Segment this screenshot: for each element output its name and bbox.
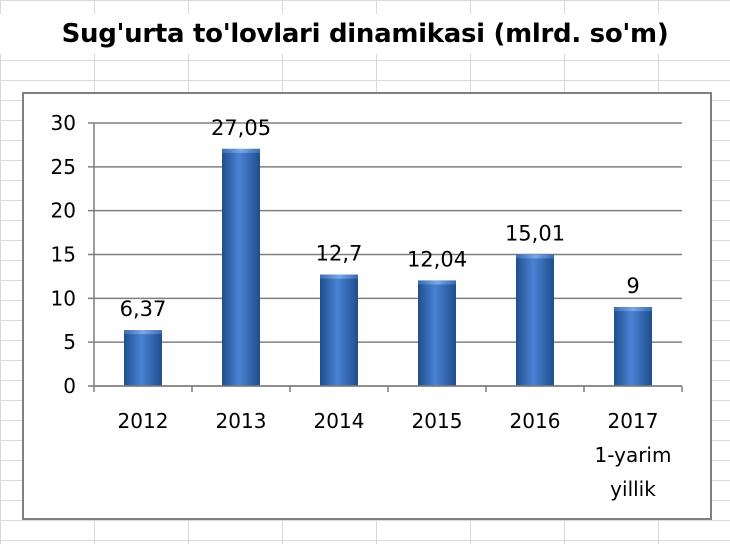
- bar: [320, 274, 358, 386]
- bar-body: [320, 274, 358, 386]
- x-tick-label: 2017 1-yarim yillik: [595, 409, 672, 501]
- bar-body: [124, 330, 162, 386]
- bar-cap: [418, 280, 456, 285]
- bar-cap: [124, 330, 162, 335]
- data-label: 6,37: [120, 297, 167, 321]
- data-label: 27,05: [211, 116, 271, 140]
- y-tick-label: 25: [51, 155, 76, 179]
- bar: [124, 330, 162, 386]
- data-label: 12,7: [316, 242, 363, 266]
- y-tick-label: 5: [63, 330, 76, 354]
- x-tick-label: 2015: [412, 409, 463, 433]
- data-labels: 6,37 27,05 12,7 12,04 15,01 9: [120, 116, 640, 321]
- y-tick-label: 10: [51, 286, 76, 310]
- y-axis: 0 5 10 15 20 25 30: [51, 111, 95, 398]
- y-tick-label: 0: [63, 374, 76, 398]
- data-label: 9: [626, 274, 639, 298]
- bar-cap: [516, 254, 554, 259]
- gridlines: [88, 122, 682, 387]
- y-tick-label: 15: [51, 243, 76, 267]
- bar: [222, 148, 260, 386]
- chart-area: [22, 92, 712, 520]
- bar-body: [614, 307, 652, 386]
- bar-cap: [222, 148, 260, 153]
- x-tick-label: 2016: [510, 409, 561, 433]
- x-tick-label: 2013: [216, 409, 267, 433]
- bar-body: [222, 148, 260, 386]
- bar-cap: [614, 307, 652, 312]
- data-label: 15,01: [505, 221, 565, 245]
- y-tick-label: 30: [51, 111, 76, 135]
- bar: [418, 280, 456, 386]
- chart-title: Sug'urta to'lovlari dinamikasi (mlrd. so…: [0, 14, 730, 54]
- bar: [516, 254, 554, 386]
- bars: [124, 148, 652, 386]
- bar-cap: [320, 274, 358, 279]
- x-tick-label: 2012: [118, 409, 169, 433]
- y-tick-label: 20: [51, 199, 76, 223]
- bar-body: [516, 254, 554, 386]
- bar-body: [418, 280, 456, 386]
- data-label: 12,04: [407, 247, 467, 271]
- x-tick-label: 2014: [314, 409, 365, 433]
- bar: [614, 307, 652, 386]
- x-axis: 2012 2013 2014 2015 2016 2017 1-yarim yillik: [93, 385, 683, 501]
